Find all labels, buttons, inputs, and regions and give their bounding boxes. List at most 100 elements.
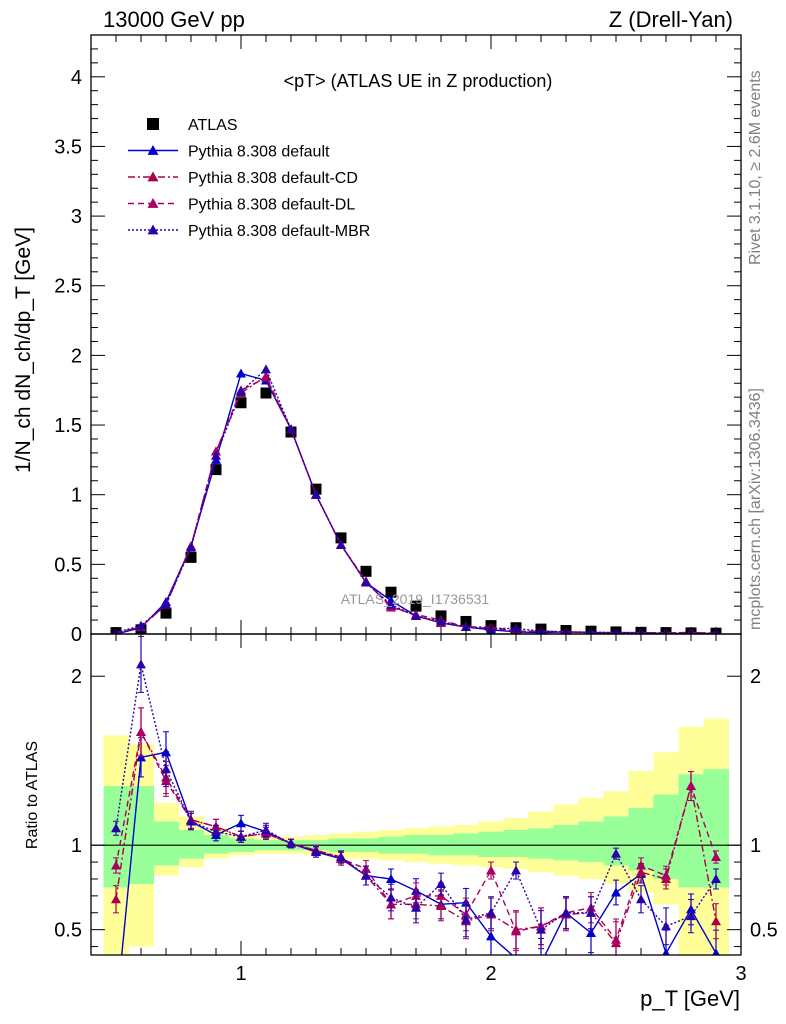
ratio-series-marker: [411, 902, 421, 912]
y-tick-label: 3.5: [54, 136, 82, 158]
y-tick-label: 0: [71, 624, 82, 646]
ratio-series-marker: [611, 887, 621, 897]
ratio-series-marker: [261, 824, 271, 834]
ratio-series-marker: [662, 948, 670, 955]
y-tick-label: 4: [71, 67, 82, 89]
header-left-label: 13000 GeV pp: [103, 7, 245, 32]
x-axis-title: p_T [GeV]: [640, 986, 740, 1011]
main-series-marker: [436, 616, 446, 626]
ratio-series-marker: [511, 926, 521, 936]
legend-marker: [147, 171, 159, 182]
x-tick-label: 3: [735, 963, 746, 985]
atlas-data-point: [335, 532, 347, 544]
legend-marker: [147, 224, 159, 235]
y-tick-label: 2.5: [54, 276, 82, 298]
ratio-series-marker: [536, 924, 546, 934]
ratio-series-marker: [436, 879, 446, 889]
band-green-bin: [553, 824, 579, 861]
rivet-version-label: Rivet 3.1.10, ≥ 2.6M events: [747, 70, 764, 265]
ratio-series-marker: [136, 726, 146, 736]
ratio-series-marker: [336, 852, 346, 862]
ratio-series-marker: [711, 916, 721, 926]
atlas-data-point: [460, 615, 472, 627]
main-series-marker: [286, 424, 296, 434]
main-series-marker: [361, 577, 371, 587]
ratio-y-tick-label-right: 1: [750, 835, 761, 857]
chart-title: <pT> (ATLAS UE in Z production): [284, 71, 553, 91]
main-series-marker: [411, 610, 421, 620]
legend-label: Pythia 8.308 default-MBR: [188, 223, 370, 240]
main-series-marker: [211, 450, 221, 460]
ratio-series-marker: [486, 865, 496, 875]
legend-marker: [147, 145, 159, 155]
ratio-series-marker: [611, 934, 621, 944]
atlas-data-point: [385, 586, 397, 598]
ratio-series-marker: [311, 846, 321, 856]
ratio-series-marker: [186, 816, 196, 826]
ratio-series-marker: [286, 838, 296, 848]
band-green-bin: [528, 828, 554, 859]
ratio-y-tick-label: 0.5: [54, 920, 82, 942]
ratio-series-marker: [611, 848, 621, 858]
y-tick-label: 3: [71, 206, 82, 228]
ratio-series-marker: [686, 911, 696, 921]
ratio-series-marker: [636, 894, 646, 904]
main-panel: 0 0.5 1 1.5 2 2.5 3 3.5 4 <pT> (ATLAS UE in Z pro…: [12, 34, 742, 955]
ratio-y-tick-label-right: 0.5: [750, 920, 778, 942]
ratio-series-marker: [561, 907, 571, 917]
header-right-label: Z (Drell-Yan): [609, 7, 733, 32]
x-tick-label: 1: [235, 963, 246, 985]
y-axis-title: 1/N_ch dN_ch/dp_T [GeV]: [12, 227, 35, 473]
atlas-data-point: [185, 551, 197, 563]
analysis-watermark: ATLAS_2019_I1736531: [341, 591, 490, 607]
ratio-y-tick-label: 2: [71, 666, 82, 688]
ratio-series-marker: [636, 860, 646, 870]
legend-marker-atlas: [147, 118, 159, 130]
ratio-series-marker: [136, 659, 146, 669]
legend-label: Pythia 8.308 default-CD: [188, 170, 358, 187]
y-tick-label: 1: [71, 485, 82, 507]
y-tick-label: 1.5: [54, 415, 82, 437]
band-green-bin: [153, 821, 179, 866]
mcplots-reference-label: mcplots.cern.ch [arXiv:1306.3436]: [747, 388, 764, 630]
ratio-series-marker: [236, 831, 246, 841]
ratio-series-marker: [386, 892, 396, 902]
ratio-series-marker: [711, 852, 721, 862]
ratio-series-marker: [486, 931, 496, 941]
ratio-series-marker: [236, 818, 246, 828]
y-tick-label: 2: [71, 345, 82, 367]
main-series-marker: [311, 489, 321, 499]
ratio-series-marker: [586, 907, 596, 917]
main-series-marker: [261, 372, 271, 382]
ratio-series-marker: [161, 764, 171, 774]
ratio-frame: [90, 633, 742, 956]
ratio-y-tick-label-right: 2: [750, 666, 761, 688]
band-green-bin: [203, 835, 229, 854]
main-series-marker: [136, 620, 146, 630]
ratio-series-marker: [586, 928, 596, 938]
ratio-series-marker: [661, 870, 671, 880]
main-series-marker: [261, 364, 271, 374]
ratio-y-tick-label: 1: [71, 835, 82, 857]
ratio-series-marker: [111, 860, 121, 870]
ratio-curves: [111, 635, 721, 1018]
ratio-series-marker: [111, 1009, 121, 1018]
atlas-data-point: [210, 464, 222, 476]
y-tick-label: 0.5: [54, 554, 82, 576]
x-tick-label: 2: [485, 963, 496, 985]
legend-label: ATLAS: [188, 117, 238, 134]
ratio-series-marker: [111, 894, 121, 904]
atlas-data-point: [310, 483, 322, 495]
atlas-data-point: [360, 565, 372, 577]
band-green-bin: [478, 831, 504, 858]
main-series-marker: [186, 542, 196, 552]
band-green-bin: [453, 833, 479, 856]
ratio-series-marker: [361, 870, 371, 880]
ratio-series-marker: [511, 865, 521, 875]
ratio-series-marker: [711, 873, 721, 883]
legend: ATLAS Pythia 8.308 default Pythia 8.308 de…: [128, 117, 370, 240]
ratio-series-marker: [111, 823, 121, 833]
band-green-bin: [653, 794, 679, 879]
